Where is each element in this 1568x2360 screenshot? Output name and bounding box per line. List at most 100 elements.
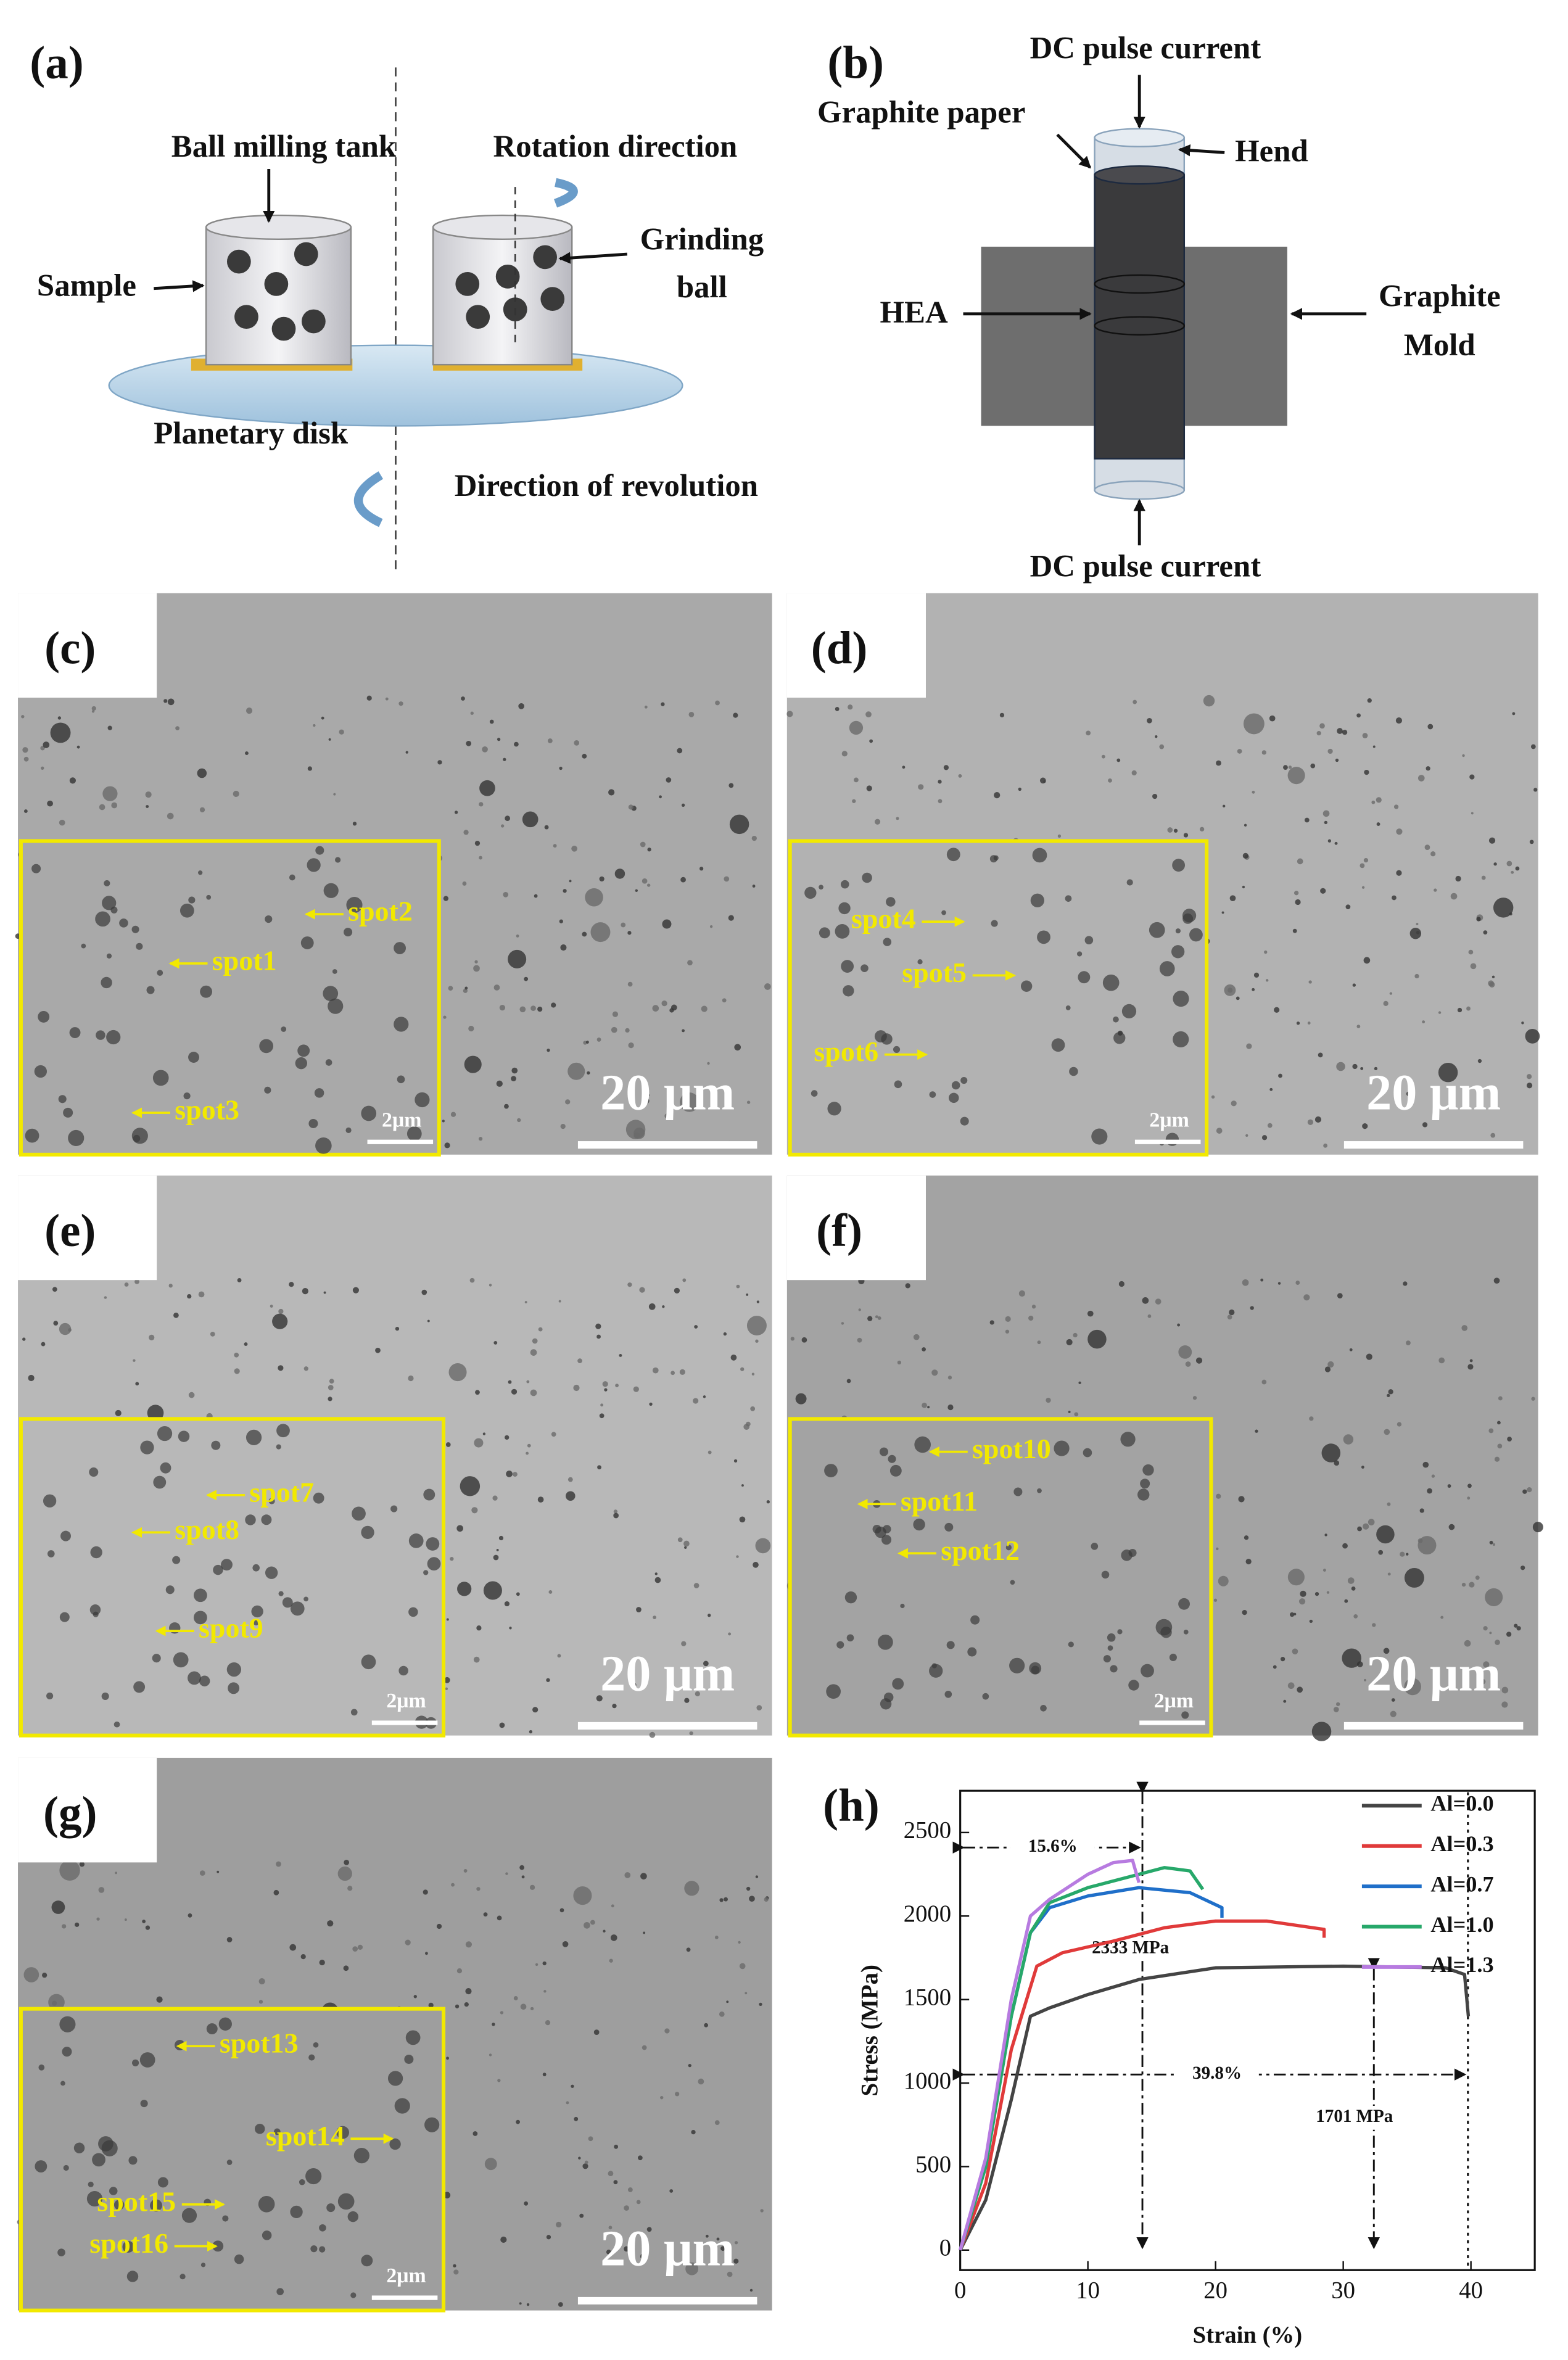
pore (1368, 1519, 1375, 1525)
pore (588, 2136, 593, 2142)
pore (262, 2230, 272, 2240)
pore (755, 1339, 759, 1343)
pore (1287, 1682, 1295, 1690)
pore (719, 1898, 724, 1902)
pore (756, 1300, 760, 1303)
pore (1216, 1128, 1223, 1134)
pore (524, 2201, 529, 2206)
pore (723, 1332, 727, 1336)
pore (941, 910, 946, 915)
pore (179, 903, 194, 918)
pore (251, 1605, 263, 1618)
pore (543, 1990, 547, 1993)
pore (841, 960, 854, 973)
pore (1283, 1699, 1287, 1703)
pore (122, 2241, 134, 2253)
inset-scale-bar-label: 2μm (1154, 1690, 1194, 1712)
pore (140, 2100, 148, 2108)
pore (385, 697, 389, 701)
micrograph: (f) 20 μm 2μm spot10 spot11 spot12 (786, 1175, 1543, 1741)
diagram-label: Planetary disk (154, 416, 349, 450)
pore (289, 1944, 297, 1951)
pore (361, 2255, 373, 2267)
pore (611, 1026, 617, 1033)
legend-label: Al=0.7 (1430, 1871, 1493, 1896)
pore (323, 986, 339, 1001)
pore (1469, 1582, 1475, 1588)
pore (1372, 745, 1376, 748)
pore (741, 1484, 744, 1487)
pore (86, 2190, 103, 2207)
pore (361, 1654, 376, 1670)
pore (734, 2241, 738, 2245)
pore (695, 1691, 700, 1697)
pore (353, 2148, 369, 2164)
pore (41, 1342, 46, 1347)
pore (716, 2237, 720, 2241)
pore (612, 1011, 619, 1017)
pore (1512, 712, 1516, 716)
pore (931, 1369, 938, 1376)
pore (88, 2181, 94, 2187)
pore (1376, 822, 1380, 826)
pore (1326, 1591, 1330, 1594)
pore (500, 2236, 507, 2243)
pore (173, 1312, 179, 1318)
pore (584, 2160, 588, 2164)
pore (47, 800, 53, 807)
pore (727, 2271, 733, 2277)
pore (500, 2011, 504, 2015)
pore (1360, 863, 1365, 868)
annotation: 15.6% (1028, 1836, 1078, 1856)
pore (336, 2126, 350, 2139)
pore (497, 1915, 502, 1921)
pore (675, 2092, 680, 2097)
pore (104, 1296, 107, 1299)
pore (951, 1081, 960, 1090)
pore (193, 1588, 207, 1603)
pore (1159, 744, 1165, 749)
pore (1108, 778, 1112, 783)
pore (1005, 1316, 1011, 1322)
pore (728, 1632, 732, 1636)
tank-top (432, 214, 573, 241)
pore (1177, 1323, 1181, 1327)
pore (726, 2000, 729, 2003)
pore (163, 699, 168, 703)
hend-top (1094, 128, 1186, 147)
pore (546, 2235, 551, 2240)
pore (599, 876, 605, 882)
pore (57, 2248, 65, 2257)
pore (848, 704, 853, 710)
pore (34, 1065, 47, 1078)
pore (669, 2189, 674, 2193)
pore (276, 1424, 290, 1438)
pore (1087, 1310, 1094, 1317)
pore (548, 1590, 553, 1594)
inset-scale-bar-label: 2μm (1149, 1108, 1189, 1131)
pore (1244, 1535, 1249, 1540)
pore (1066, 1339, 1073, 1345)
pore (503, 891, 509, 897)
pore (1403, 1281, 1408, 1286)
pore (1498, 1396, 1503, 1401)
pore (703, 1395, 706, 1398)
pore (168, 1284, 173, 1288)
pore (96, 1917, 100, 1921)
pore (213, 1564, 223, 1575)
pore (139, 2052, 155, 2068)
pore (1147, 1314, 1152, 1318)
pore (1404, 1678, 1422, 1696)
pore (517, 1118, 521, 1123)
pore (682, 1029, 685, 1033)
pore (1261, 750, 1266, 755)
pore (529, 1730, 533, 1734)
pore (546, 1678, 550, 1682)
pore (644, 705, 648, 709)
pore (614, 2144, 619, 2149)
pore (152, 1654, 161, 1663)
pore (89, 1467, 99, 1477)
pore (59, 819, 65, 826)
pore (157, 970, 163, 976)
pore (160, 1462, 171, 1474)
